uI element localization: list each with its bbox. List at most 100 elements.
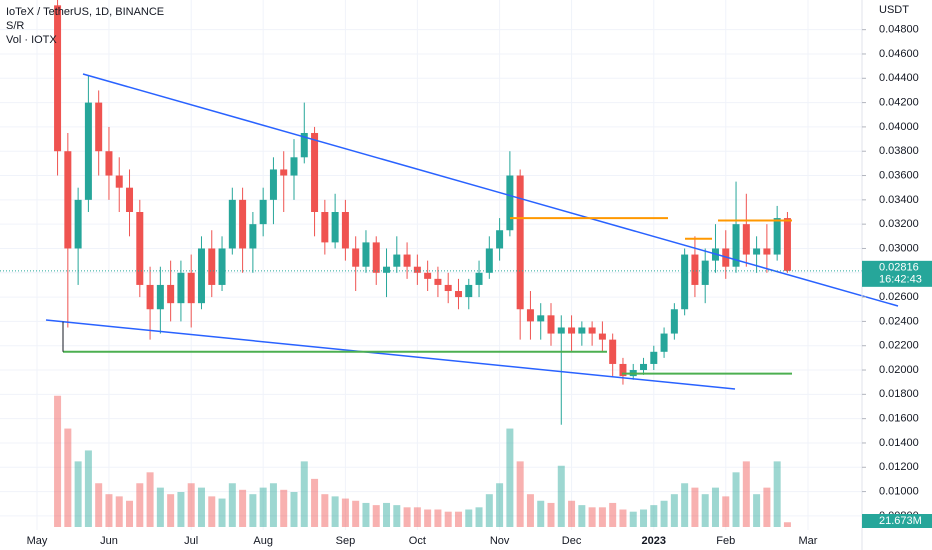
volume-bar (537, 500, 545, 527)
candle-body (496, 230, 504, 249)
volume-bar (516, 461, 524, 527)
volume-bar (753, 494, 761, 527)
candle-body (588, 327, 596, 334)
volume-bar (640, 509, 648, 527)
x-tick-label: Oct (409, 535, 426, 547)
candle-body (331, 212, 339, 243)
x-tick-label: Jun (100, 535, 118, 547)
volume-bar (331, 496, 339, 527)
volume-bar (208, 496, 216, 527)
x-tick-label: Jul (184, 535, 198, 547)
last-price-box (862, 260, 932, 287)
volume-bar (362, 502, 370, 527)
volume-bar (629, 511, 637, 527)
volume-bar (352, 500, 360, 527)
candle-body (783, 218, 791, 271)
candle-body (290, 157, 298, 176)
candle-body (383, 266, 391, 273)
candle-body (640, 363, 648, 371)
candle-body (362, 242, 370, 267)
candle-body (228, 199, 236, 249)
y-tick-label: 0.01400 (879, 437, 919, 449)
volume-bar (300, 461, 308, 527)
volume-bar (506, 428, 514, 527)
y-tick-label: 0.03400 (879, 194, 919, 206)
candle-body (352, 248, 360, 267)
candle-body (465, 284, 473, 298)
candle-body (136, 212, 144, 285)
volume-bar (413, 507, 421, 527)
candle-body (413, 266, 421, 273)
candle-body (95, 102, 103, 152)
volume-bar (269, 483, 277, 527)
candle-body (568, 327, 576, 334)
y-tick-label: 0.03200 (879, 218, 919, 230)
candle-body (701, 260, 709, 285)
y-tick-label: 0.01000 (879, 485, 919, 497)
candle-body (763, 248, 771, 255)
volume-bar (290, 492, 298, 527)
volume-bar (197, 487, 205, 527)
candle-body (578, 327, 586, 334)
candle-body (197, 248, 205, 304)
y-tick-label: 0.04400 (879, 72, 919, 84)
volume-bar (650, 505, 658, 527)
candle-body (218, 248, 226, 285)
volume-bar (341, 498, 349, 527)
last-volume-label: 21.673M (879, 515, 922, 527)
y-tick-label: 0.01600 (879, 413, 919, 425)
volume-bar (177, 492, 185, 527)
volume-bar (167, 494, 175, 527)
y-tick-label: 0.03800 (879, 145, 919, 157)
candle-body (311, 132, 319, 212)
candle-body (650, 351, 658, 364)
x-tick-label: Mar (799, 535, 818, 547)
candle-body (156, 284, 164, 310)
volume-bar (598, 507, 606, 527)
volume-bar (557, 465, 565, 527)
candle-body (424, 272, 432, 279)
volume-bar (126, 500, 134, 527)
candle-body (403, 254, 411, 267)
volume-bar (403, 507, 411, 527)
volume-bar (156, 487, 164, 527)
candle-body (506, 175, 514, 231)
volume-bar (95, 483, 103, 527)
candle-body (249, 224, 257, 249)
volume-bar (773, 461, 781, 527)
volume-bar (228, 483, 236, 527)
candle-body (393, 254, 401, 267)
volume-bar (187, 483, 195, 527)
y-tick-label: 0.04200 (879, 97, 919, 109)
candle-body (557, 327, 565, 334)
candle-body (54, 5, 62, 152)
y-tick-label: 0.02400 (879, 315, 919, 327)
volume-bar (722, 496, 730, 527)
volume-bar (454, 511, 462, 527)
volume-bar (609, 502, 617, 527)
candle-body (753, 248, 761, 255)
volume-bar (444, 511, 452, 527)
countdown-label: 16:42:43 (879, 274, 922, 286)
x-tick-label: Dec (562, 535, 582, 547)
candle-body (732, 224, 740, 267)
volume-bar (218, 498, 226, 527)
volume-bar (136, 483, 144, 527)
candle-body (598, 333, 606, 340)
volume-box (862, 514, 932, 528)
candle-layer (54, 0, 791, 425)
candle-body (177, 272, 185, 304)
candle-body (516, 175, 524, 310)
volume-bar (64, 428, 72, 527)
volume-bar (424, 509, 432, 527)
volume-layer (54, 395, 791, 527)
volume-bar (249, 494, 257, 527)
candle-body (537, 315, 545, 322)
candle-body (269, 169, 277, 200)
price-axis: 0.008000.010000.012000.014000.016000.018… (862, 24, 932, 528)
last-price-label: 0.02816 (879, 262, 919, 274)
volume-bar (146, 472, 154, 527)
y-tick-label: 0.04600 (879, 48, 919, 60)
grid (0, 0, 862, 530)
volume-bar (691, 487, 699, 527)
